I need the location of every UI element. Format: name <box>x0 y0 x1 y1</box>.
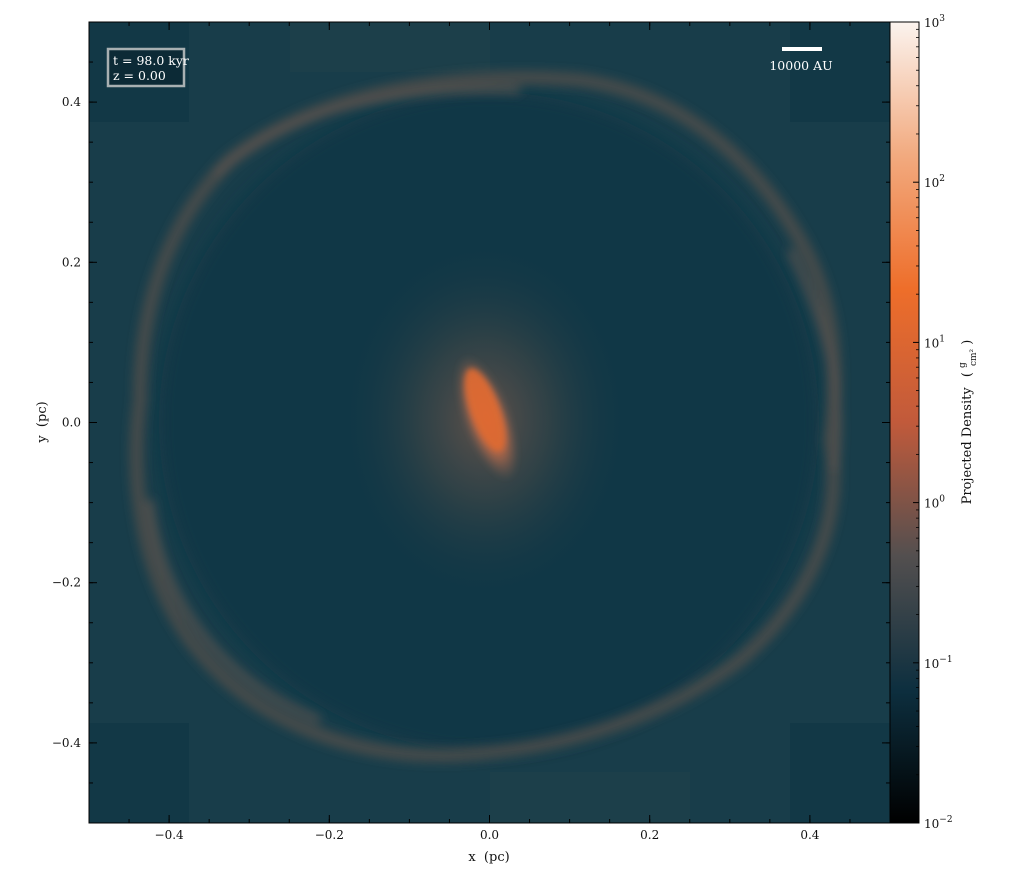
colorbar-tick-label: 103 <box>924 14 945 30</box>
colorbar-ticks: 103 102 101 100 10−1 10−2 <box>913 14 953 831</box>
cell <box>290 22 490 72</box>
colorbar-tick-label: 102 <box>924 174 945 190</box>
x-tick-label: −0.4 <box>155 828 185 842</box>
colorbar-unit-open: ( <box>960 372 975 377</box>
x-axis-label: x (pc) <box>468 850 509 865</box>
y-axis-label: y (pc) <box>35 401 50 443</box>
colorbar-tick-label: 101 <box>924 334 945 350</box>
time-annotation: t = 98.0 kyr z = 0.00 <box>106 47 189 88</box>
x-tick-label: 0.0 <box>480 828 499 842</box>
time-label: t = 98.0 kyr <box>113 53 189 68</box>
colorbar-gradient <box>890 22 919 823</box>
colorbar-frame <box>889 21 920 824</box>
colorbar-tick-label: 10−1 <box>924 655 953 671</box>
cell <box>790 723 890 823</box>
x-tick-label: −0.2 <box>315 828 344 842</box>
colorbar-label-text: Projected Density <box>960 387 975 505</box>
cell <box>490 772 690 823</box>
colorbar-tick-label: 100 <box>924 495 945 511</box>
density-map <box>89 22 890 823</box>
colorbar-tick-label: 10−2 <box>924 815 953 831</box>
x-tick-label: 0.2 <box>640 828 659 842</box>
colorbar-unit-num: g <box>958 362 968 368</box>
colorbar-unit-den: cm² <box>969 348 979 366</box>
colorbar: 103 102 101 100 10−1 10−2 Projected Density (… <box>889 14 980 831</box>
y-axis: 0.4 0.2 0.0 −0.2 −0.4 <box>52 61 890 784</box>
y-tick-label: 0.0 <box>62 416 81 430</box>
colorbar-label: Projected Density ( g cm² ) <box>954 340 980 505</box>
scale-bar-label: 10000 AU <box>769 58 832 73</box>
scale-bar-line <box>782 47 822 51</box>
cell <box>89 723 189 823</box>
colorbar-unit-close: ) <box>960 340 975 345</box>
dense-core-peak <box>465 368 505 452</box>
x-tick-label: 0.4 <box>800 828 819 842</box>
coarse-cells <box>89 22 890 823</box>
shell <box>129 70 842 763</box>
annotation-box <box>106 47 186 88</box>
y-tick-label: 0.4 <box>62 95 81 109</box>
z-label: z = 0.00 <box>113 68 166 83</box>
y-tick-label: −0.2 <box>52 576 81 590</box>
scale-bar: 10000 AU <box>769 47 833 73</box>
y-tick-label: 0.2 <box>62 255 81 269</box>
y-tick-label: −0.4 <box>52 736 82 750</box>
cell <box>790 22 890 122</box>
x-axis: −0.4 −0.2 0.0 0.2 0.4 <box>128 22 851 842</box>
